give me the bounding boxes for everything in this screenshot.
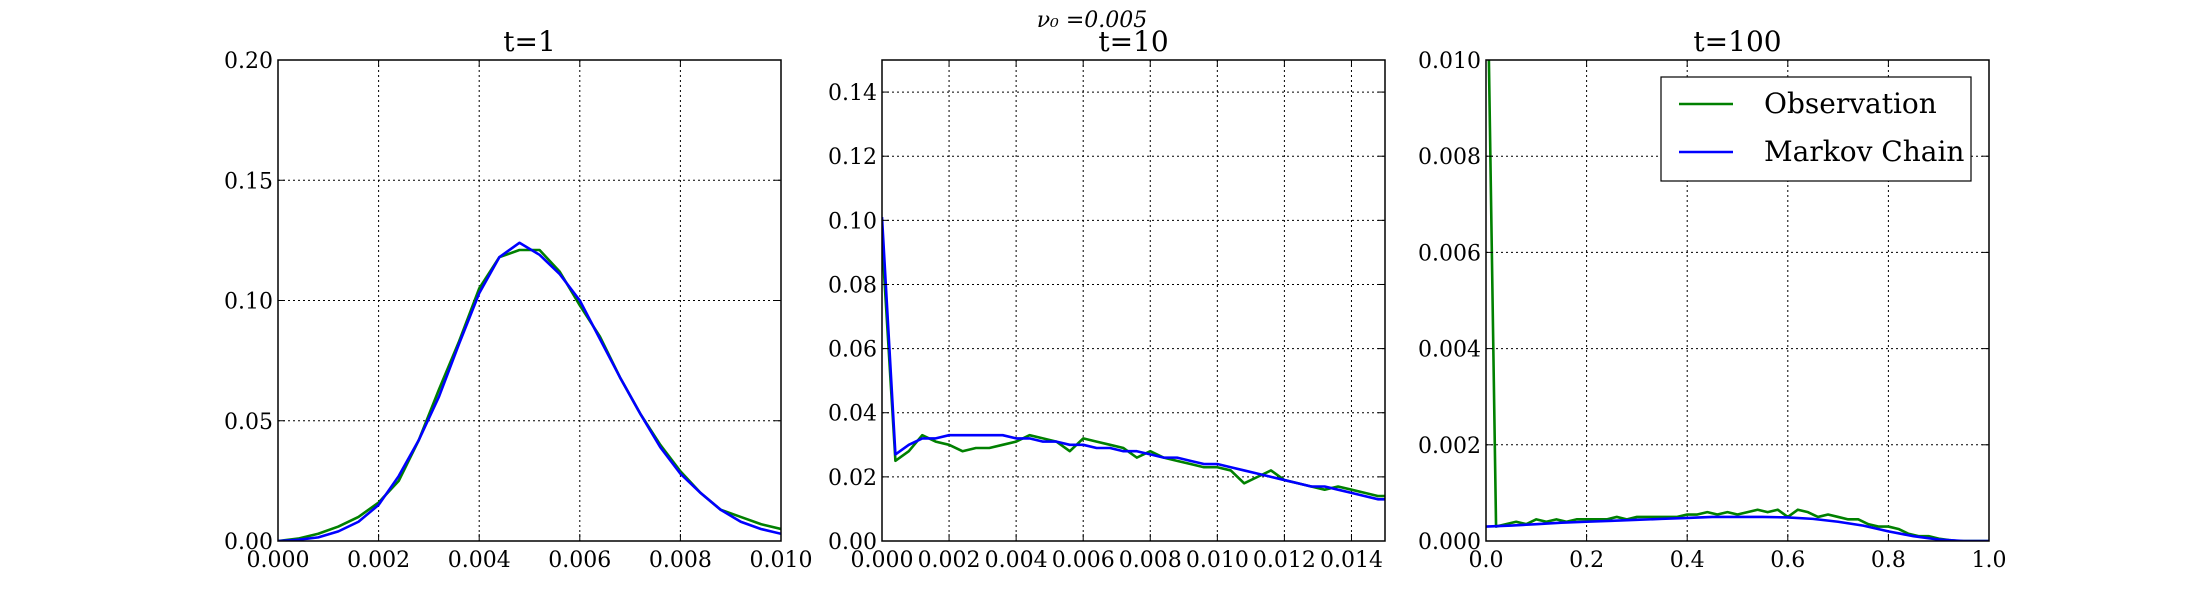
y-tick-label: 0.010 [1418,49,1481,74]
subplot-title: t=1 [503,25,556,58]
x-tick-label: 0.8 [1871,548,1906,573]
y-tick-label: 0.008 [1418,145,1481,170]
series-line-observation [882,239,1385,498]
x-tick-label: 0.006 [548,548,611,573]
y-tick-label: 0.10 [828,209,877,234]
x-tick-label: 0.010 [1186,548,1249,573]
legend-box [1660,76,1972,182]
x-tick-label: 0.008 [1119,548,1182,573]
axes-frame [881,59,1386,542]
y-tick-label: 0.15 [224,169,273,194]
y-tick-label: 0.20 [224,49,273,74]
series-line-markov-chain [278,241,781,541]
subplot-3: 0.0 0.2 0.4 0.6 0.8 1.0 0.000 0.002 0.004 0.006 0.… [1418,25,2006,573]
x-tick-label: 1.0 [1972,548,2007,573]
series-line-observation [1487,60,1989,541]
subplot-2: 0.000 0.002 0.004 0.006 0.008 0.010 0.012 0.014… [828,25,1386,573]
series-line-markov-chain [1486,515,1989,541]
subplot-title: t=10 [1098,25,1168,58]
x-tick-label: 0.004 [985,548,1048,573]
x-tick-label: 0.4 [1670,548,1705,573]
y-tick-label: 0.06 [828,338,877,363]
legend-label: Observation [1764,87,1937,120]
legend-label: Markov Chain [1764,135,1964,168]
x-tick-label: 0.004 [448,548,511,573]
x-tick-label: 0.000 [851,548,914,573]
y-tick-label: 0.08 [828,273,877,298]
y-tick-label: 0.10 [224,290,273,315]
x-tick-label: 0.010 [750,548,813,573]
y-tick-label: 0.000 [1418,530,1481,555]
y-tick-label: 0.02 [828,466,877,491]
x-tick-label: 0.006 [1052,548,1115,573]
x-tick-label: 0.012 [1253,548,1316,573]
x-tick-label: 0.6 [1770,548,1805,573]
y-tick-label: 0.14 [828,81,877,106]
x-tick-label: 0.008 [649,548,712,573]
y-tick-label: 0.04 [828,402,877,427]
subplots: 0.000 0.002 0.004 0.006 0.008 0.0100.000.050.… [224,25,2006,573]
figure-suptitle: ν₀ =0.005 [1037,8,1148,33]
x-tick-label: 0.002 [918,548,981,573]
subplot-1: 0.000 0.002 0.004 0.006 0.008 0.010 0.00 0.05 0.… [224,25,812,573]
legend: Observation Markov Chain [1660,76,1972,182]
y-tick-label: 0.00 [224,530,273,555]
axes-frame [1485,59,1990,542]
y-tick-label: 0.004 [1418,338,1481,363]
x-tick-label: 0.014 [1320,548,1383,573]
y-tick-label: 0.05 [224,410,273,435]
y-tick-label: 0.12 [828,145,877,170]
subplot-title: t=100 [1693,25,1781,58]
y-tick-label: 0.00 [828,530,877,555]
series-line-markov-chain [882,217,1385,501]
x-tick-label: 0.2 [1569,548,1604,573]
x-tick-label: 0.0 [1469,548,1504,573]
x-tick-label: 0.002 [347,548,410,573]
y-tick-label: 0.002 [1418,434,1481,459]
y-tick-label: 0.006 [1418,241,1481,266]
x-tick-label: 0.000 [247,548,310,573]
